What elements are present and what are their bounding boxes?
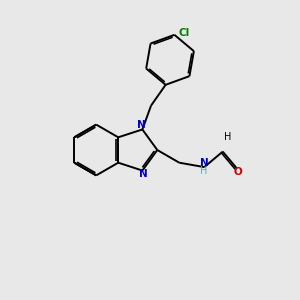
Text: N: N [137, 120, 146, 130]
Text: H: H [224, 132, 232, 142]
Text: N: N [200, 158, 208, 168]
Text: Cl: Cl [178, 28, 189, 38]
Text: O: O [234, 167, 242, 177]
Text: N: N [139, 169, 147, 179]
Text: H: H [200, 166, 207, 176]
